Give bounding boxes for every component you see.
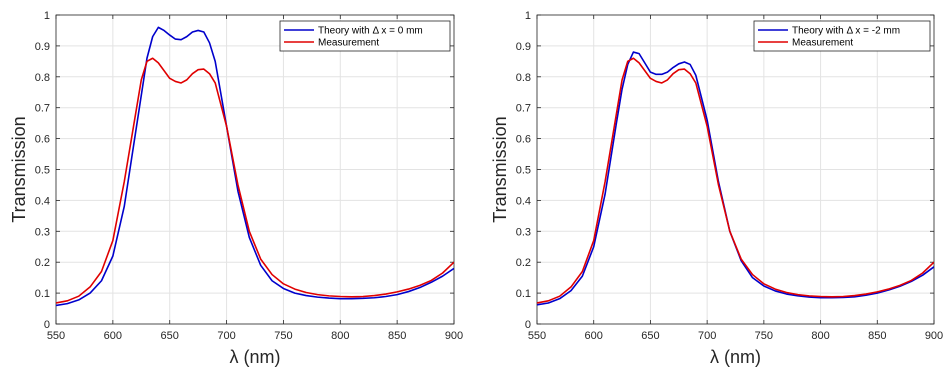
x-tick-label: 700 (217, 330, 235, 342)
legend-label-theory: Theory with Δ x = 0 mm (318, 26, 423, 37)
y-tick-label: 1 (525, 10, 531, 22)
y-tick-label: 0.6 (516, 134, 531, 146)
grid (536, 14, 935, 325)
x-tick-label: 800 (331, 330, 349, 342)
y-tick-label: 0.4 (35, 195, 50, 207)
x-tick-label: 550 (528, 330, 546, 342)
x-tick-label: 850 (868, 330, 886, 342)
y-tick-label: 0.4 (516, 195, 531, 207)
legend-box (279, 20, 451, 52)
x-tick-label: 750 (755, 330, 773, 342)
y-tick-label: 0.3 (35, 226, 50, 238)
y-tick-label: 0.6 (35, 134, 50, 146)
x-tick-label: 850 (388, 330, 406, 342)
chart-panel-2: 550 600 650 700 750 800 850 900 0 0.1 0.2 0.3 0.4 0.5… (490, 10, 943, 367)
x-tick-label: 600 (104, 330, 122, 342)
chart-panel-1: 550 600 650 700 750 800 850 900 0 0.1 0.2 0.3 0.4 0.5… (9, 10, 463, 367)
y-tick-label: 0.5 (35, 165, 50, 177)
y-tick-label: 1 (44, 10, 50, 22)
x-tick-label: 600 (585, 330, 603, 342)
series-line-theory (537, 51, 934, 306)
y-axis-label: Transmission (9, 116, 29, 222)
legend-label-measurement: Measurement (318, 38, 379, 49)
x-tick-label: 650 (641, 330, 659, 342)
series-line-theory (56, 26, 454, 307)
y-tick-label: 0.3 (516, 226, 531, 238)
y-tick-label: 0.1 (516, 288, 531, 300)
x-axis-label: λ (nm) (710, 347, 761, 367)
y-tick-label: 0.5 (516, 165, 531, 177)
y-tick-label: 0.2 (35, 257, 50, 269)
x-tick-label: 550 (47, 330, 65, 342)
legend-label-theory: Theory with Δ x = -2 mm (792, 26, 900, 37)
y-tick-label: 0.8 (516, 72, 531, 84)
x-tick-label: 700 (698, 330, 716, 342)
x-tick-label: 900 (925, 330, 943, 342)
x-axis-label: λ (nm) (230, 347, 281, 367)
legend-label-measurement: Measurement (792, 38, 853, 49)
y-tick-label: 0.8 (35, 72, 50, 84)
series-line-measurement (537, 57, 934, 304)
y-tick-label: 0.9 (516, 41, 531, 53)
x-tick-label: 900 (445, 330, 463, 342)
x-tick-label: 650 (161, 330, 179, 342)
x-tick-label: 750 (274, 330, 292, 342)
x-tick-label: 800 (811, 330, 829, 342)
y-tick-label: 0.9 (35, 41, 50, 53)
y-tick-label: 0.7 (516, 103, 531, 115)
series-line-measurement (56, 57, 454, 304)
y-tick-label: 0.1 (35, 288, 50, 300)
y-axis-label: Transmission (490, 116, 510, 222)
y-tick-label: 0 (44, 319, 50, 331)
legend-box (753, 20, 931, 52)
y-tick-label: 0.2 (516, 257, 531, 269)
y-tick-label: 0.7 (35, 103, 50, 115)
y-tick-label: 0 (525, 319, 531, 331)
